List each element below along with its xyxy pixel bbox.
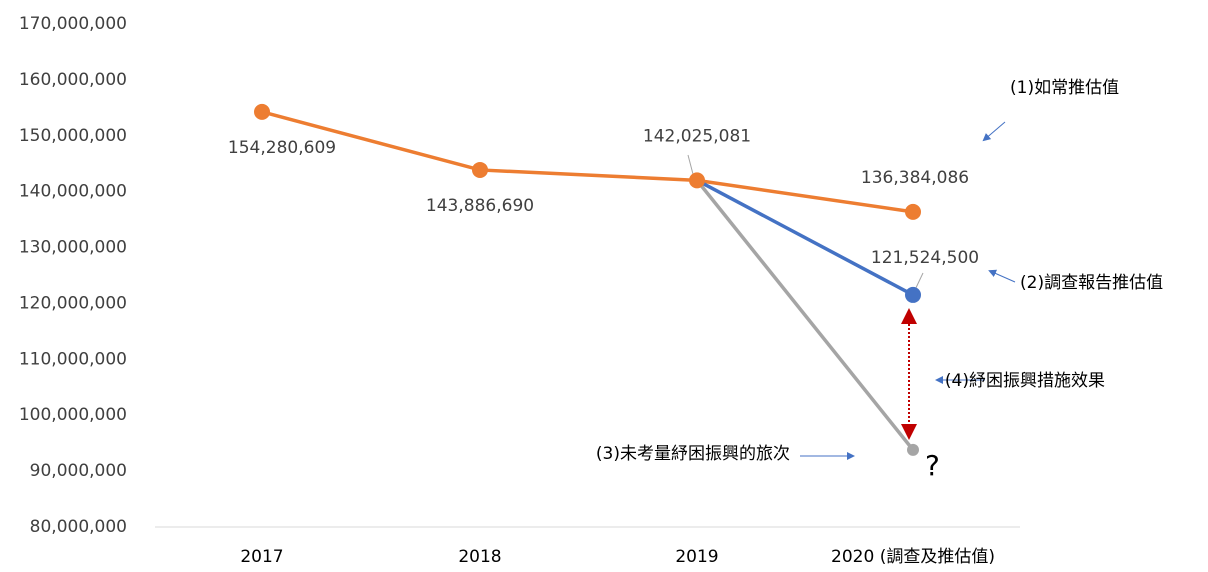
arrow: [988, 269, 1016, 283]
x-tick-label: 2019: [675, 547, 718, 567]
series-label: (1)如常推估值: [1010, 78, 1119, 98]
series-line: [695, 179, 915, 451]
y-tick-label: 150,000,000: [19, 126, 127, 146]
x-tick-label: 2020 (調查及推估值): [831, 547, 995, 567]
point: [905, 203, 921, 220]
point: [907, 443, 919, 456]
y-tick-label: 90,000,000: [30, 461, 127, 481]
point: [905, 286, 921, 303]
y-tick-label: 160,000,000: [19, 70, 127, 90]
series-line: [696, 178, 914, 297]
x-tick-label: 2017: [240, 547, 283, 567]
point: [472, 161, 488, 178]
y-tick-label: 140,000,000: [19, 182, 127, 202]
y-tick-label: 80,000,000: [30, 517, 127, 537]
annotation: ?: [925, 449, 940, 482]
point: [254, 103, 270, 120]
series-line: [261, 110, 914, 214]
data-label: 154,280,609: [228, 138, 336, 158]
y-tick-label: 170,000,000: [19, 14, 127, 34]
arrow: [982, 121, 1006, 142]
data-label: 142,025,081: [643, 126, 751, 146]
data-label: 136,384,086: [861, 168, 969, 188]
series-label: (3)未考量紓困振興的旅次: [596, 444, 790, 464]
data-label: 121,524,500: [871, 248, 979, 268]
y-tick-label: 100,000,000: [19, 405, 127, 425]
annotation: (4)紓困振興措施效果: [945, 371, 1105, 391]
data-label: 143,886,690: [426, 196, 534, 216]
y-tick-label: 120,000,000: [19, 293, 127, 313]
x-tick-label: 2018: [458, 547, 501, 567]
point: [689, 172, 705, 189]
y-tick-label: 110,000,000: [19, 349, 127, 369]
y-tick-label: 130,000,000: [19, 238, 127, 258]
series-label: (2)調查報告推估值: [1020, 273, 1163, 293]
